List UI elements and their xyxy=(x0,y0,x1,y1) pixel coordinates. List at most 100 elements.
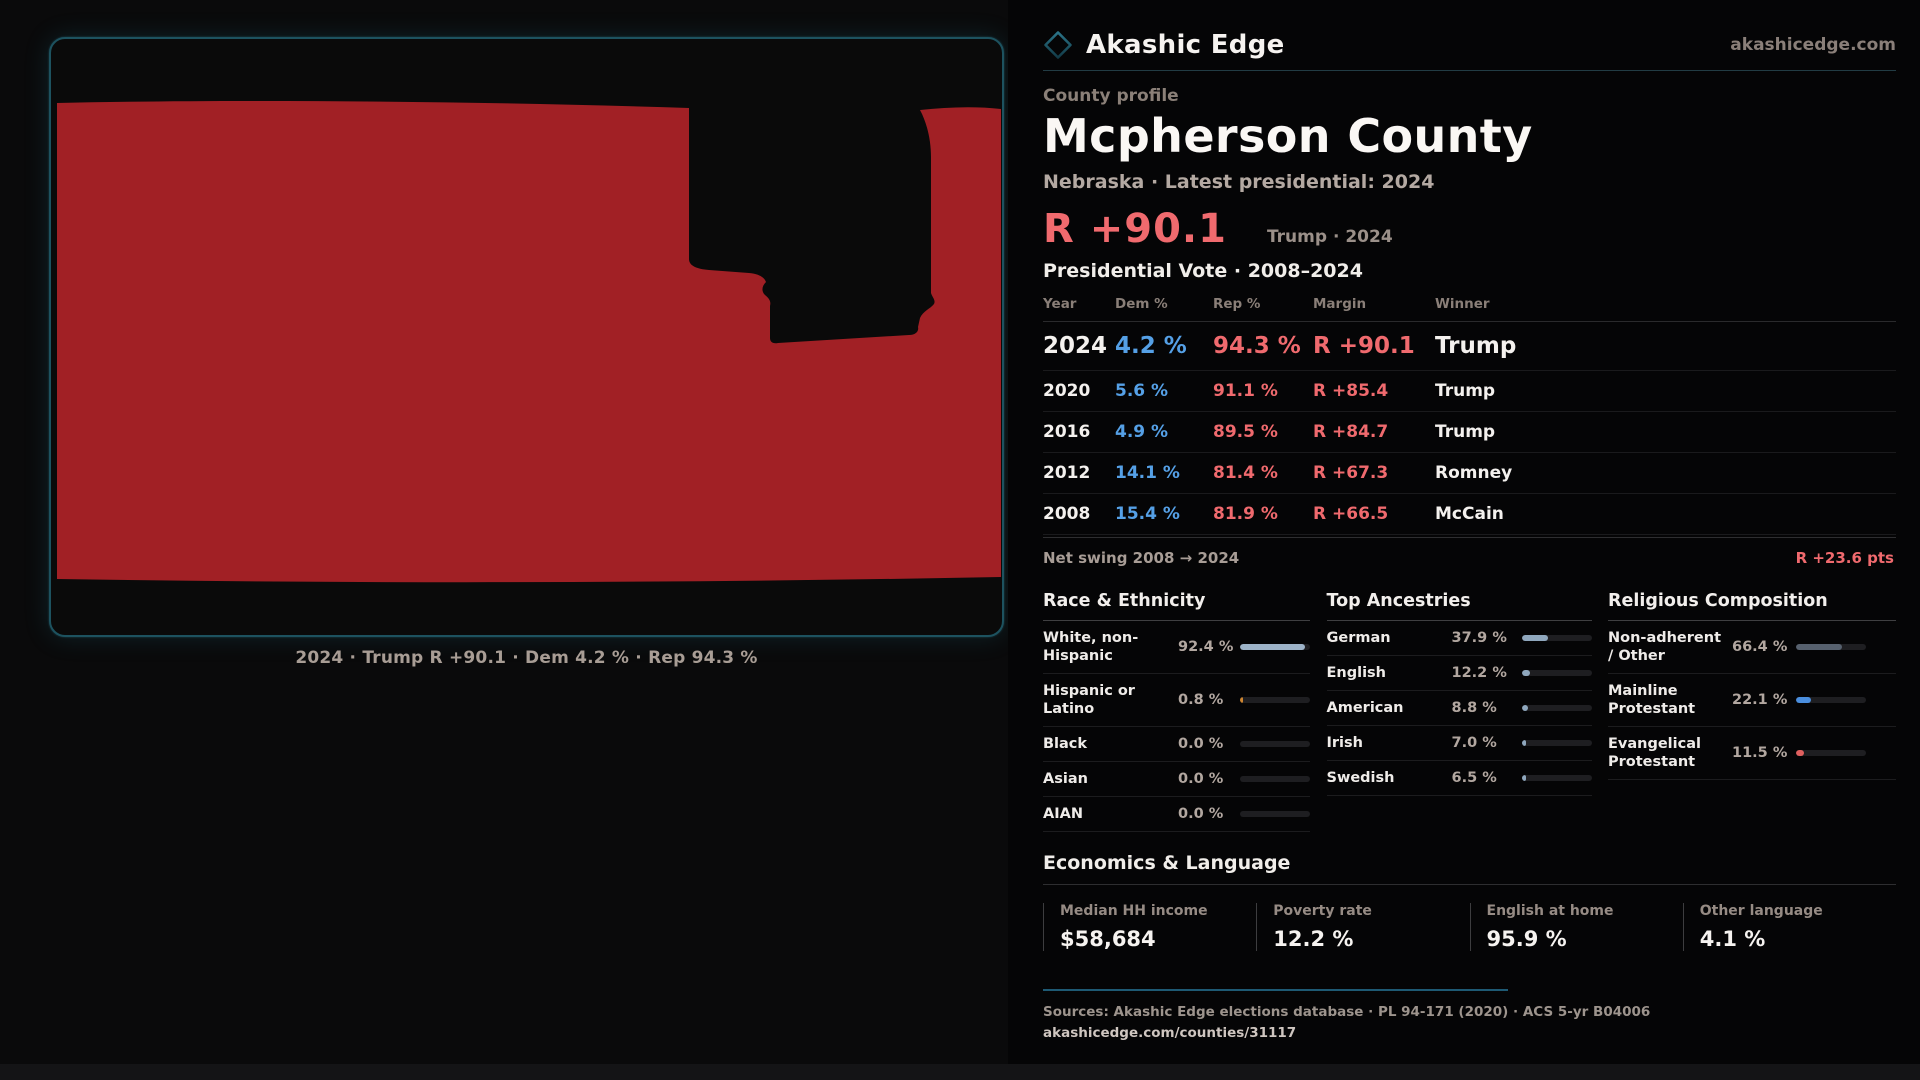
religion-section: Religious Composition Non-adherent / Oth… xyxy=(1608,591,1896,833)
header-divider xyxy=(1043,70,1896,71)
eyebrow-label: County profile xyxy=(1043,86,1179,106)
headline-margin-block: R +90.1 Trump · 2024 xyxy=(1043,206,1896,252)
ancestry-label: American xyxy=(1326,699,1404,716)
ancestry-row: Swedish 6.5 % xyxy=(1326,761,1592,797)
year-cell: 2020 xyxy=(1043,380,1091,401)
net-swing-label: Net swing 2008 → 2024 xyxy=(1043,548,1240,567)
winner-cell: Trump xyxy=(1435,332,1517,359)
stat-value: $58,684 xyxy=(1060,927,1156,952)
ancestry-value: 12.2 % xyxy=(1451,664,1507,681)
ancestry-value: 7.0 % xyxy=(1451,735,1497,752)
economics-section-title: Economics & Language xyxy=(1043,852,1896,886)
ancestry-value: 6.5 % xyxy=(1451,770,1497,787)
religion-value: 22.1 % xyxy=(1732,691,1788,708)
ancestry-label: English xyxy=(1326,664,1387,681)
brand-diamond-icon xyxy=(1044,31,1072,59)
ancestry-bar xyxy=(1521,704,1592,711)
stat-label: Other language xyxy=(1699,903,1823,920)
race-ethnicity-section: Race & Ethnicity White, non-Hispanic 92.… xyxy=(1043,591,1310,833)
col-winner: Winner xyxy=(1435,295,1490,312)
vote-row-2016: 2016 4.9 % 89.5 % R +84.7 Trump xyxy=(1043,412,1896,453)
net-swing-row: Net swing 2008 → 2024 R +23.6 pts xyxy=(1043,536,1896,579)
rep-cell: 81.9 % xyxy=(1213,503,1278,524)
economics-stats: Median HH income $58,684 Poverty rate 12… xyxy=(1043,903,1896,952)
rep-cell: 94.3 % xyxy=(1213,332,1301,359)
bottom-edge-strip xyxy=(0,1064,1920,1080)
vote-row-2012: 2012 14.1 % 81.4 % R +67.3 Romney xyxy=(1043,453,1896,494)
dem-cell: 4.2 % xyxy=(1115,332,1187,359)
religion-value: 66.4 % xyxy=(1732,638,1788,655)
religion-label: Evangelical Protestant xyxy=(1608,736,1701,771)
col-dem: Dem % xyxy=(1115,295,1168,312)
race-label: AIAN xyxy=(1043,806,1083,823)
race-row: White, non-Hispanic 92.4 % xyxy=(1043,621,1310,674)
winner-cell: Trump xyxy=(1435,421,1496,442)
religion-row: Evangelical Protestant 11.5 % xyxy=(1608,727,1896,781)
stat-label: Median HH income xyxy=(1060,903,1208,920)
headline-context: Trump · 2024 xyxy=(1266,226,1393,247)
race-value: 92.4 % xyxy=(1178,638,1234,655)
race-bar xyxy=(1240,696,1310,703)
vote-row-2020: 2020 5.6 % 91.1 % R +85.4 Trump xyxy=(1043,371,1896,412)
brand-domain-link[interactable]: akashicedge.com xyxy=(1730,35,1896,55)
profile-panel xyxy=(1008,0,1920,1080)
permalink[interactable]: akashicedge.com/counties/31117 xyxy=(1043,1025,1297,1042)
sources-line: Sources: Akashic Edge elections database… xyxy=(1043,1004,1651,1021)
stat-poverty-rate: Poverty rate 12.2 % xyxy=(1256,903,1469,952)
brand-name: Akashic Edge xyxy=(1086,30,1285,60)
winner-cell: Trump xyxy=(1435,380,1496,401)
vote-row-2008: 2008 15.4 % 81.9 % R +66.5 McCain xyxy=(1043,494,1896,535)
ancestry-label: Irish xyxy=(1326,734,1363,751)
subtitle: Nebraska · Latest presidential: 2024 xyxy=(1043,170,1435,193)
religion-row: Non-adherent / Other 66.4 % xyxy=(1608,621,1896,674)
rep-cell: 91.1 % xyxy=(1213,380,1278,401)
stat-label: English at home xyxy=(1486,903,1614,920)
religion-bar xyxy=(1796,643,1866,650)
rep-cell: 81.4 % xyxy=(1213,462,1278,483)
rep-cell: 89.5 % xyxy=(1213,421,1278,442)
ancestry-value: 37.9 % xyxy=(1451,629,1507,646)
vote-table-header: Year Dem % Rep % Margin Winner xyxy=(1043,296,1896,322)
year-cell: 2008 xyxy=(1043,503,1091,524)
ancestry-row: Irish 7.0 % xyxy=(1326,726,1592,762)
religion-bar xyxy=(1796,750,1866,757)
race-value: 0.0 % xyxy=(1178,771,1224,788)
stat-other-language: Other language 4.1 % xyxy=(1682,903,1896,952)
footer: Sources: Akashic Edge elections database… xyxy=(1043,989,1896,1041)
ancestry-bar xyxy=(1521,634,1592,641)
stat-value: 12.2 % xyxy=(1273,927,1354,952)
dem-cell: 15.4 % xyxy=(1115,503,1180,524)
religion-label: Mainline Protestant xyxy=(1608,682,1696,717)
map-caption: 2024 · Trump R +90.1 · Dem 4.2 % · Rep 9… xyxy=(295,648,758,668)
ancestry-bar xyxy=(1521,740,1592,747)
ancestry-value: 8.8 % xyxy=(1451,699,1497,716)
religion-bar xyxy=(1796,696,1866,703)
stat-english-at-home: English at home 95.9 % xyxy=(1469,903,1683,952)
stat-value: 4.1 % xyxy=(1699,927,1766,952)
margin-cell: R +67.3 xyxy=(1313,462,1389,483)
stat-value: 95.9 % xyxy=(1486,927,1567,952)
winner-cell: Romney xyxy=(1435,462,1513,483)
ancestry-row: English 12.2 % xyxy=(1326,656,1592,691)
race-label: Asian xyxy=(1043,771,1088,788)
race-bar xyxy=(1240,776,1310,783)
margin-cell: R +90.1 xyxy=(1313,332,1415,359)
page-title: Mcpherson County xyxy=(1043,109,1533,163)
vote-table-title: Presidential Vote · 2008–2024 xyxy=(1043,259,1363,282)
religion-section-title: Religious Composition xyxy=(1608,591,1896,621)
footer-divider xyxy=(1043,989,1508,992)
county-shape xyxy=(57,100,1001,583)
year-cell: 2016 xyxy=(1043,421,1091,442)
dem-cell: 4.9 % xyxy=(1115,421,1169,442)
ancestry-bar xyxy=(1521,669,1592,676)
ancestry-row: German 37.9 % xyxy=(1326,621,1592,656)
race-bar xyxy=(1240,741,1310,748)
race-label: Black xyxy=(1043,736,1088,753)
religion-row: Mainline Protestant 22.1 % xyxy=(1608,674,1896,728)
race-row: Black 0.0 % xyxy=(1043,727,1310,763)
year-cell: 2024 xyxy=(1043,332,1108,359)
col-year: Year xyxy=(1043,295,1077,312)
net-swing-value: R +23.6 pts xyxy=(1795,548,1894,567)
ancestry-row: American 8.8 % xyxy=(1326,691,1592,726)
margin-cell: R +84.7 xyxy=(1313,421,1389,442)
